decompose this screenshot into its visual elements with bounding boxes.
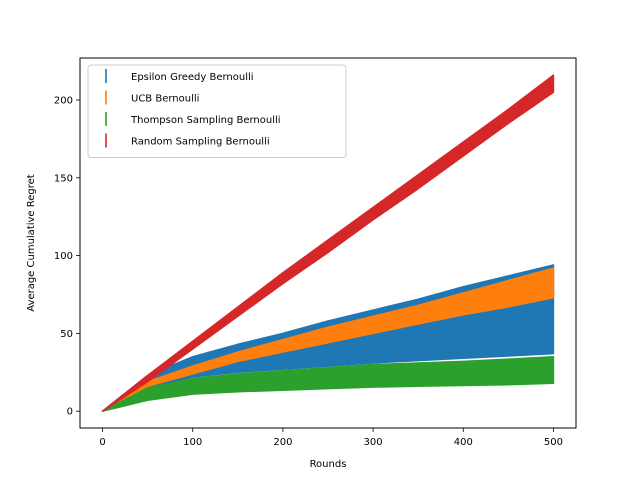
series-bands — [101, 74, 555, 412]
x-tick-label: 300 — [364, 437, 383, 448]
legend-label-thompson-sampling-bernoulli: Thompson Sampling Bernoulli — [130, 115, 281, 126]
y-tick-label: 100 — [54, 251, 73, 262]
band-thompson-sampling-bernoulli — [101, 355, 555, 412]
y-axis-ticks: 0 50 100 150 200 — [54, 96, 80, 418]
y-tick-label: 0 — [67, 407, 73, 418]
legend-label-ucb-bernoulli: UCB Bernoulli — [131, 94, 199, 105]
legend: Epsilon Greedy Bernoulli UCB Bernoulli Tho… — [87, 64, 347, 158]
x-tick-label: 500 — [544, 437, 563, 448]
x-tick-label: 400 — [454, 437, 473, 448]
x-axis-label: Rounds — [310, 459, 347, 470]
y-tick-label: 50 — [60, 329, 73, 340]
x-axis-ticks: 0 100 200 300 400 500 — [99, 428, 563, 448]
y-axis-label: Average Cumulative Regret — [26, 174, 37, 312]
x-tick-label: 100 — [183, 437, 202, 448]
x-tick-label: 200 — [273, 437, 292, 448]
legend-label-random-sampling-bernoulli: Random Sampling Bernoulli — [131, 137, 270, 148]
band-random-sampling-bernoulli — [101, 74, 555, 412]
x-tick-label: 0 — [99, 437, 105, 448]
y-tick-label: 150 — [54, 173, 73, 184]
plot-frame — [79, 57, 577, 429]
legend-box — [87, 64, 347, 158]
y-tick-label: 200 — [54, 96, 73, 107]
band-ucb-bernoulli — [101, 267, 555, 412]
legend-label-epsilon-greedy-bernoulli: Epsilon Greedy Bernoulli — [131, 72, 254, 83]
